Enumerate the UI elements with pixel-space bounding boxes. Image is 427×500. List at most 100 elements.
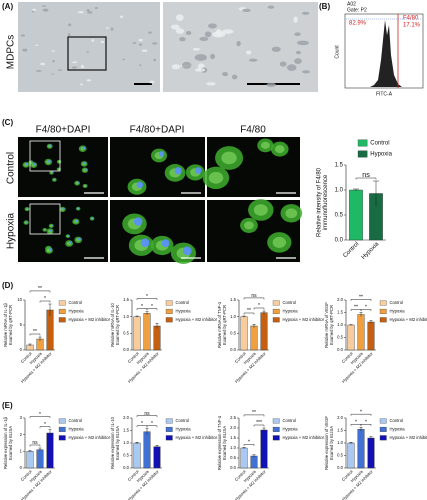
significance-label: *: [355, 419, 357, 425]
error-bar: [155, 445, 159, 449]
bar: [260, 429, 268, 469]
cell-inner: [260, 141, 270, 149]
significance-bracket: [29, 333, 41, 336]
legend-swatch: [58, 435, 66, 441]
bar: [260, 312, 268, 351]
legend-label: Hypoxia: [68, 309, 84, 314]
cell: [204, 31, 212, 38]
legend-label: Hypoxia: [389, 427, 405, 432]
y-axis-label: Examed by ELISA: [329, 426, 334, 460]
error-bar: [359, 312, 363, 317]
cell: [91, 39, 95, 43]
cell: [302, 70, 311, 74]
cell: [175, 28, 185, 34]
y-axis-label: Examed by ELISA: [222, 426, 227, 460]
y-tick-label: 1.5: [123, 297, 129, 302]
cell: [105, 27, 110, 29]
bar: [153, 446, 161, 469]
axis-label: FITC-A: [376, 91, 393, 97]
significance-label: **: [354, 305, 358, 311]
bar: [250, 455, 258, 469]
legend-swatch: [272, 300, 280, 306]
significance-label: *: [248, 440, 250, 446]
cell: [51, 50, 55, 52]
y-axis-label: Relative expression of VEGF: [324, 416, 329, 470]
legend-label: Control: [389, 418, 403, 423]
cell: [120, 15, 124, 19]
significance-label: ***: [256, 420, 262, 426]
bar: [133, 442, 141, 469]
legend-swatch: [379, 418, 387, 424]
bar: [357, 314, 365, 351]
significance-label: *: [39, 412, 41, 418]
cell: [141, 49, 148, 52]
error-bar: [353, 188, 359, 191]
significance-label: *: [44, 422, 46, 428]
y-tick-label: 1.5: [123, 428, 129, 433]
y-tick-label: 1.5: [337, 310, 343, 315]
error-bar: [242, 447, 246, 449]
y-tick-label: 0.0: [337, 465, 343, 470]
cell: [32, 8, 36, 12]
legend-swatch: [165, 435, 173, 441]
legend-label: Hypoxia: [68, 427, 84, 432]
legend-label: Hypoxia: [282, 427, 298, 432]
significance-bracket: [350, 299, 372, 301]
row-label: MDPCs: [6, 35, 17, 69]
cell: [181, 61, 192, 69]
bar: [240, 316, 248, 351]
bar: [357, 429, 365, 469]
cell: [236, 40, 241, 47]
cell-inner: [244, 221, 254, 230]
cell: [80, 65, 85, 69]
nucleus: [54, 178, 56, 181]
nucleus: [161, 239, 170, 248]
cell: [22, 48, 28, 52]
y-tick-label: 2.0: [337, 415, 343, 420]
error-bar: [349, 442, 353, 444]
y-tick-label: 1.0: [337, 322, 343, 327]
legend-swatch: [165, 300, 173, 306]
significance-bracket: [29, 290, 51, 293]
fluorescence-images: [18, 137, 303, 264]
row-label: Control: [6, 152, 17, 184]
panel-label: (B): [319, 2, 330, 11]
histogram: [346, 20, 422, 87]
bar: [347, 324, 355, 351]
significance-bracket: [360, 424, 372, 426]
cell: [293, 16, 298, 23]
cell: [139, 43, 142, 46]
y-tick-label: 0.0: [123, 347, 129, 352]
significance-bracket: [350, 413, 372, 416]
significance-label: ns: [362, 170, 370, 179]
cell: [94, 7, 98, 9]
error-bar: [373, 180, 379, 206]
error-bar: [135, 442, 139, 444]
sample: A02: [347, 1, 356, 7]
bar: [143, 431, 151, 469]
cell: [67, 33, 71, 37]
significance-label: **: [252, 410, 256, 416]
y-axis-label: Examed by qRT-PCR: [8, 305, 13, 345]
significance-label: *: [141, 304, 143, 310]
legend-swatch: [165, 426, 173, 432]
cell: [87, 11, 93, 14]
nucleus: [30, 161, 33, 163]
error-bar: [135, 315, 139, 318]
cell: [41, 5, 47, 7]
nucleus: [78, 207, 80, 210]
y-tick-label: 1.0: [123, 314, 129, 319]
bar: [250, 325, 258, 351]
nucleus: [140, 238, 150, 248]
significance-bracket: [29, 416, 51, 419]
legend-swatch: [165, 418, 173, 424]
legend-label: Hypoxia: [175, 309, 191, 314]
cell: [57, 69, 63, 71]
significance-label: *: [258, 303, 260, 309]
panel-label: (E): [2, 401, 13, 410]
cell: [212, 31, 226, 38]
nucleus: [84, 184, 87, 187]
significance-bracket: [243, 444, 255, 446]
bar: [46, 432, 54, 469]
